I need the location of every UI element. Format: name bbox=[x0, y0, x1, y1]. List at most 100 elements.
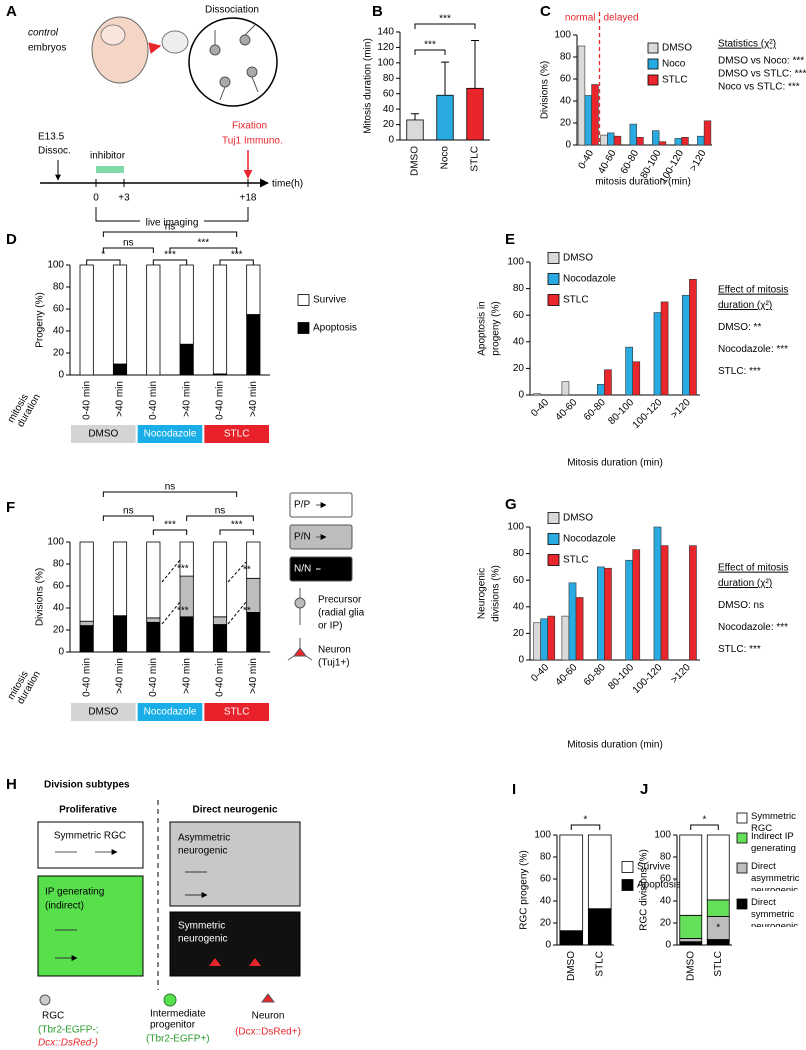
start-label: Dissoc. bbox=[38, 146, 71, 157]
time-axis-label: time(h) bbox=[272, 179, 303, 190]
significance-label: *** bbox=[177, 564, 189, 575]
cell-legend: Precursor bbox=[318, 595, 362, 606]
bar bbox=[568, 582, 577, 661]
embryo-label: embryos bbox=[28, 43, 66, 54]
legend-label: Survive bbox=[313, 295, 347, 306]
legend-box: Indirect IP generating bbox=[751, 831, 796, 854]
bar-segment bbox=[587, 834, 612, 910]
panel-label: I bbox=[512, 781, 516, 798]
x-tick-label: Noco bbox=[440, 146, 451, 170]
y-tick-label: 0 bbox=[665, 940, 671, 951]
bar bbox=[613, 135, 622, 146]
inhibitor-bar bbox=[96, 166, 124, 173]
legend-label: Survive bbox=[637, 862, 671, 873]
significance-label: *** bbox=[197, 238, 209, 249]
panel-label: J bbox=[640, 781, 648, 798]
cell-legend: or IP) bbox=[318, 621, 342, 632]
legend-swatch bbox=[621, 879, 634, 891]
panel-h-title: Division subtypes bbox=[44, 780, 130, 791]
legend-swatch bbox=[736, 898, 748, 910]
panel-label: B bbox=[372, 3, 383, 20]
column-title: Direct neurogenic bbox=[192, 805, 277, 816]
legend-swatch bbox=[621, 861, 634, 873]
bar-segment bbox=[112, 615, 128, 653]
y-tick-label: 20 bbox=[383, 119, 395, 130]
bar-segment bbox=[179, 541, 194, 577]
stats-line: DMSO vs STLC: *** bbox=[718, 69, 806, 80]
y-tick-label: 60 bbox=[660, 874, 672, 885]
y-tick-label: 0 bbox=[565, 140, 571, 151]
significance-bracket bbox=[102, 515, 154, 521]
y-tick-label: 100 bbox=[47, 260, 64, 271]
y-tick-label: 60 bbox=[53, 581, 65, 592]
error-bar bbox=[471, 39, 479, 89]
panel-f-cells: Precursor (radial glia or IP) Neuron (Tu… bbox=[287, 588, 365, 669]
y-tick-label: 100 bbox=[47, 537, 64, 548]
cells bbox=[209, 24, 259, 101]
cell-legend: (Tbr2-EGFP-; bbox=[38, 1025, 99, 1036]
bar-segment bbox=[706, 899, 730, 917]
significance-label: *** bbox=[231, 520, 243, 531]
bar bbox=[632, 361, 641, 396]
stats-line: STLC: *** bbox=[718, 644, 761, 655]
legend-label: Indirect IP generating bbox=[751, 831, 796, 854]
division-type-label: P/P bbox=[294, 500, 310, 511]
fixation-label: Fixation bbox=[232, 121, 267, 132]
y-tick-label: 40 bbox=[560, 96, 572, 107]
legend-swatch bbox=[297, 322, 310, 334]
y-tick-label: 100 bbox=[534, 830, 551, 841]
x-tick-label: 60-80 bbox=[582, 662, 608, 688]
stats-line: Nocodazole: *** bbox=[718, 344, 788, 355]
significance-bracket bbox=[169, 247, 238, 253]
stats-line: Nocodazole: *** bbox=[718, 622, 788, 633]
subtype-label: Symmetric RGC bbox=[54, 831, 126, 842]
stats-line: DMSO vs Noco: *** bbox=[718, 56, 804, 67]
bar bbox=[561, 615, 570, 661]
bar-segment bbox=[79, 625, 94, 653]
legend-box: Symmetric RGC bbox=[751, 811, 796, 834]
panel-label: D bbox=[6, 231, 17, 248]
timepoint: +18 bbox=[240, 193, 257, 204]
bar-segment bbox=[179, 264, 194, 345]
bar-segment bbox=[246, 314, 261, 376]
group-label: Nocodazole bbox=[144, 707, 197, 718]
legend-label: Nocodazole bbox=[563, 274, 616, 285]
column-title: Proliferative bbox=[59, 805, 117, 816]
x-tick-label: DMSO bbox=[685, 951, 696, 981]
group-box bbox=[137, 703, 203, 721]
x-tick-label: STLC bbox=[470, 146, 481, 172]
y-tick-label: 80 bbox=[383, 73, 395, 84]
bar bbox=[607, 132, 615, 146]
error-bar bbox=[441, 61, 449, 96]
y-tick-label: 20 bbox=[53, 625, 65, 636]
neuron-icon bbox=[287, 638, 313, 661]
significance-bracket bbox=[102, 247, 154, 253]
panel-label: A bbox=[6, 3, 17, 20]
y-tick-label: 40 bbox=[383, 104, 395, 115]
y-tick-label: 140 bbox=[377, 27, 394, 38]
bar-segment bbox=[79, 264, 94, 376]
subtype-box bbox=[37, 875, 144, 977]
bar bbox=[660, 545, 669, 661]
significance-bracket bbox=[414, 49, 446, 55]
y-tick-label: 20 bbox=[53, 348, 65, 359]
significance-label: ns bbox=[165, 222, 176, 233]
y-tick-label: 100 bbox=[654, 830, 671, 841]
division-type-label: N/N bbox=[294, 564, 311, 575]
bar bbox=[604, 369, 612, 396]
embryo-label: control bbox=[28, 28, 59, 39]
bar bbox=[540, 618, 549, 661]
bar-segment bbox=[179, 343, 194, 376]
bar bbox=[584, 95, 592, 146]
cell-legend: Neuron bbox=[252, 1011, 285, 1022]
x-tick-label: >40 min bbox=[115, 381, 126, 417]
dissociation-label: Dissociation bbox=[205, 5, 259, 16]
legend-box: Direct asymmetric neurogenic bbox=[751, 861, 800, 891]
legend-swatch bbox=[647, 74, 659, 86]
legend-label: DMSO bbox=[563, 513, 593, 524]
precursor-icon bbox=[294, 597, 306, 609]
bar bbox=[625, 346, 634, 396]
legend-swatch bbox=[547, 273, 560, 285]
cell-diagram bbox=[209, 958, 261, 966]
